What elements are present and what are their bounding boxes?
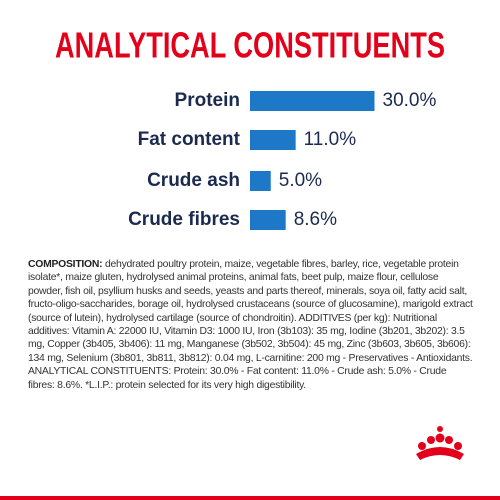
- value-label: 11.0%: [304, 129, 357, 150]
- category-label: Crude fibres: [128, 209, 240, 230]
- logo: [416, 426, 464, 460]
- bar: [250, 171, 271, 191]
- composition-label: COMPOSITION:: [28, 259, 103, 270]
- value-label: 5.0%: [279, 170, 322, 191]
- bottom-rule: [0, 496, 500, 500]
- composition: COMPOSITION: dehydrated poultry protein,…: [28, 258, 474, 392]
- composition-text: dehydrated poultry protein, maize, veget…: [28, 259, 473, 391]
- category-label: Crude ash: [147, 170, 240, 191]
- bar: [250, 91, 375, 111]
- category-label: Fat content: [138, 129, 241, 150]
- chart-title: ANALYTICAL CONSTITUENTS: [55, 25, 445, 66]
- bar: [250, 130, 296, 150]
- bar: [250, 210, 286, 230]
- category-label: Protein: [175, 90, 240, 111]
- value-label: 8.6%: [294, 209, 337, 230]
- value-label: 30.0%: [383, 90, 437, 111]
